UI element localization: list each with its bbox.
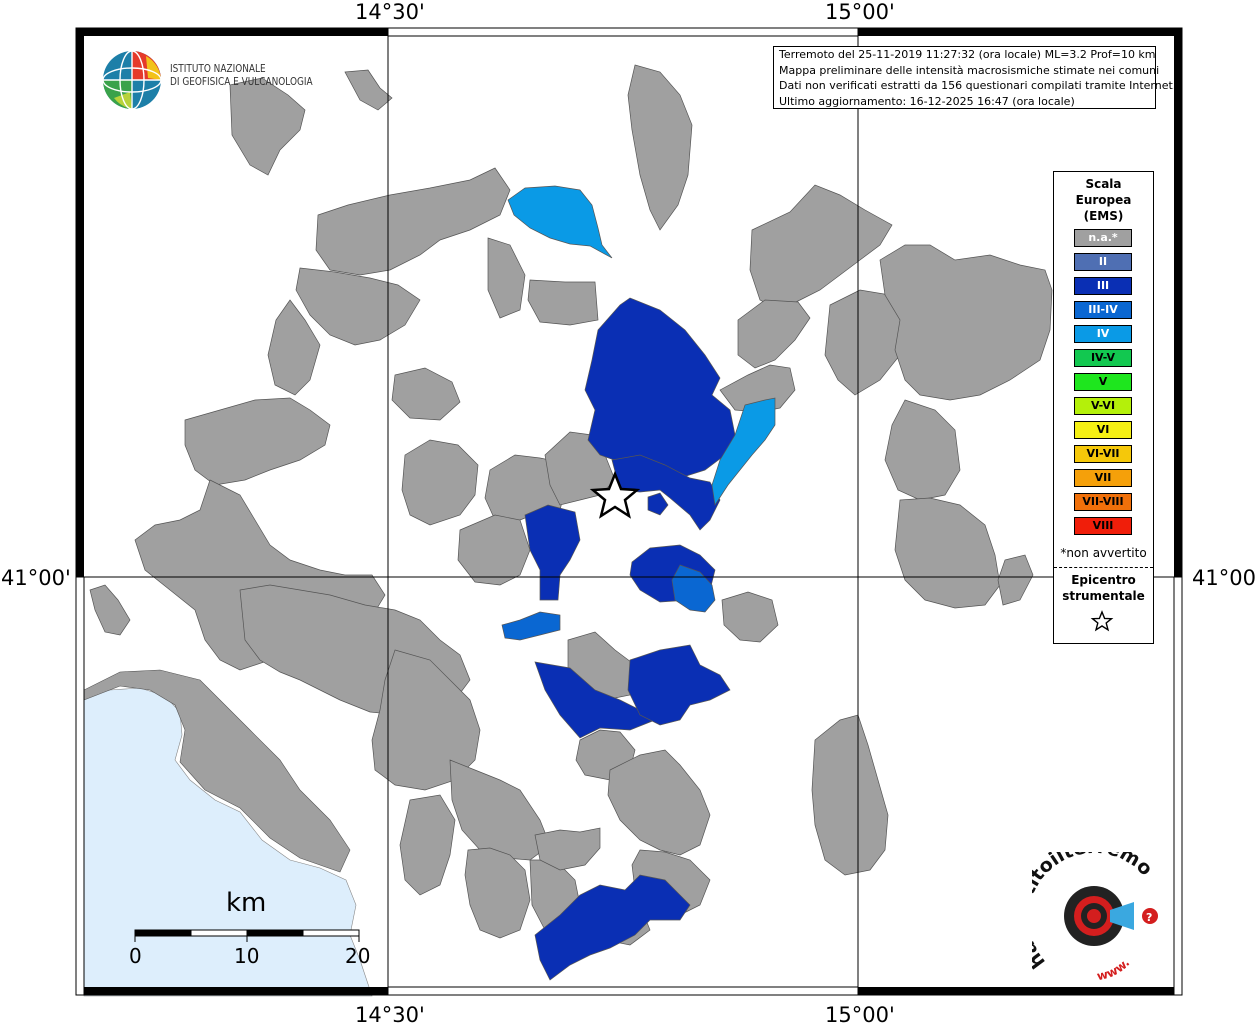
event-info-line: Dati non verificati estratti da 156 ques… bbox=[779, 79, 1177, 92]
comuni-IV bbox=[507, 185, 776, 506]
ingv-name-line1: ISTITUTO NAZIONALE bbox=[170, 63, 266, 75]
legend-swatch: IV-V bbox=[1074, 349, 1132, 367]
legend-swatch: VII-VIII bbox=[1074, 493, 1132, 511]
legend-epicenter-label: Epicentro strumentale bbox=[1054, 572, 1153, 604]
event-info-box: Terremoto del 25-11-2019 11:27:32 (ora l… bbox=[773, 46, 1177, 109]
legend-separator bbox=[1054, 567, 1153, 568]
coord-bottom-1500: 15°00' bbox=[825, 1003, 895, 1027]
coord-right-4100: 41°00' bbox=[1192, 566, 1256, 590]
coord-bottom-1430: 14°30' bbox=[355, 1003, 425, 1027]
legend-star-icon bbox=[1090, 610, 1114, 632]
legend-swatch: III bbox=[1074, 277, 1132, 295]
coast-land bbox=[83, 669, 351, 873]
epicenter-star-icon bbox=[589, 470, 641, 519]
legend-title: Scala Europea (EMS) bbox=[1054, 176, 1153, 224]
scale-tick-label: 10 bbox=[234, 944, 260, 968]
graticule bbox=[76, 30, 1180, 994]
scale-tick-label: 20 bbox=[345, 944, 371, 968]
ingv-name-line2: DI GEOFISICA E VULCANOLOGIA bbox=[170, 76, 313, 88]
legend-swatch: VI-VII bbox=[1074, 445, 1132, 463]
scale-bar bbox=[134, 929, 360, 942]
haisentito-logo: haisentitoilterremoto.it www. ? bbox=[1032, 852, 1158, 982]
haisentito-logo-www: www. bbox=[1096, 956, 1133, 982]
coord-top-1500: 15°00' bbox=[825, 0, 895, 24]
ingv-name: ISTITUTO NAZIONALE DI GEOFISICA E VULCAN… bbox=[170, 63, 313, 89]
legend-title-line3: (EMS) bbox=[1083, 209, 1124, 223]
legend-swatch: VI bbox=[1074, 421, 1132, 439]
event-info-line: Mappa preliminare delle intensità macros… bbox=[779, 63, 1160, 77]
map-frame bbox=[75, 27, 1183, 996]
ingv-globe-logo bbox=[102, 50, 162, 110]
svg-text:www.: www. bbox=[1096, 956, 1133, 982]
comuni-III-IV bbox=[501, 564, 716, 641]
legend-title-line2: Europea bbox=[1075, 193, 1132, 207]
legend-swatch: V bbox=[1074, 373, 1132, 391]
legend-swatch: III-IV bbox=[1074, 301, 1132, 319]
legend-swatch: IV bbox=[1074, 325, 1132, 343]
legend-swatch: n.a.* bbox=[1074, 229, 1132, 247]
scale-unit-label: km bbox=[226, 888, 267, 918]
legend-swatch: VIII bbox=[1074, 517, 1132, 535]
ems-legend: Scala Europea (EMS) n.a.* II III III-IV IV IV… bbox=[1053, 171, 1154, 644]
event-info-line: Ultimo aggiornamento: 16-12-2025 16:47 (… bbox=[779, 94, 1075, 108]
legend-epicenter-line2: strumentale bbox=[1062, 589, 1145, 603]
comuni-III bbox=[524, 297, 736, 981]
svg-text:?: ? bbox=[1146, 911, 1152, 924]
legend-swatch: VII bbox=[1074, 469, 1132, 487]
comuni-na bbox=[89, 64, 1053, 946]
legend-title-line1: Scala bbox=[1085, 177, 1122, 191]
legend-note: *non avvertito bbox=[1060, 546, 1147, 560]
coord-top-1430: 14°30' bbox=[355, 0, 425, 24]
scale-tick-label: 0 bbox=[129, 944, 142, 968]
event-info-line: Terremoto del 25-11-2019 11:27:32 (ora l… bbox=[779, 48, 1156, 61]
coord-left-4100: 41°00' bbox=[1, 566, 71, 590]
legend-swatch: V-VI bbox=[1074, 397, 1132, 415]
legend-swatch: II bbox=[1074, 253, 1132, 271]
legend-epicenter-line1: Epicentro bbox=[1071, 573, 1136, 587]
